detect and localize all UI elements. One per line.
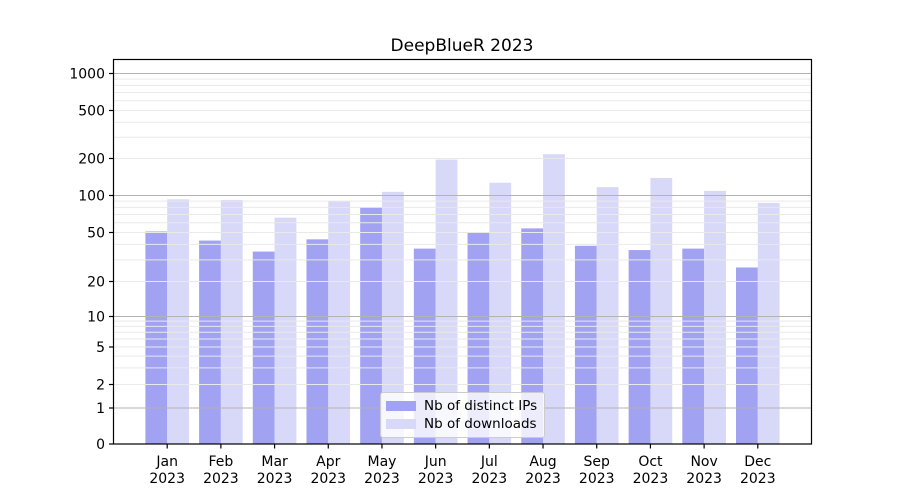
x-tick-label-month: Mar bbox=[261, 454, 288, 470]
x-tick-label-month: Dec bbox=[744, 454, 771, 470]
y-tick-label: 1 bbox=[96, 401, 105, 417]
bar-downloads-nov bbox=[704, 190, 726, 444]
plot-border bbox=[112, 58, 813, 445]
bar-downloads-mar bbox=[274, 217, 297, 444]
x-tick-label-month: Feb bbox=[208, 454, 233, 470]
bar-distinct-ips-nov bbox=[682, 248, 705, 444]
bar-downloads-sep bbox=[596, 187, 619, 444]
legend-swatch-distinct-ips bbox=[386, 401, 416, 411]
x-tick-label-year: 2023 bbox=[740, 471, 776, 487]
y-tick-label: 1000 bbox=[69, 67, 105, 83]
bar-downloads-jun bbox=[435, 159, 458, 444]
bar-downloads-dec bbox=[757, 202, 780, 444]
legend-item-distinct-ips: Nb of distinct IPs bbox=[386, 398, 539, 414]
legend-label-downloads: Nb of downloads bbox=[424, 416, 537, 432]
x-tick-label-year: 2023 bbox=[525, 471, 561, 487]
x-tick-label-month: Jul bbox=[480, 454, 498, 470]
chart-title: DeepBlueR 2023 bbox=[390, 36, 534, 56]
y-tick-label: 2 bbox=[96, 378, 105, 394]
x-tick-label-year: 2023 bbox=[149, 471, 185, 487]
bar-downloads-apr bbox=[328, 201, 351, 444]
x-tick-label-year: 2023 bbox=[203, 471, 239, 487]
bar-distinct-ips-aug bbox=[521, 228, 544, 444]
y-tick-label: 100 bbox=[78, 189, 105, 205]
y-tick-label: 50 bbox=[87, 226, 105, 242]
y-tick-label: 200 bbox=[78, 152, 105, 168]
x-tick-label-month: Aug bbox=[529, 454, 556, 470]
x-tick-label-month: May bbox=[367, 454, 396, 470]
legend-item-downloads: Nb of downloads bbox=[386, 416, 539, 432]
bar-distinct-ips-jan bbox=[145, 231, 168, 444]
bar-distinct-ips-may bbox=[360, 207, 382, 444]
y-tick-label: 20 bbox=[87, 275, 105, 291]
x-tick-label-year: 2023 bbox=[310, 471, 346, 487]
bar-distinct-ips-jul bbox=[467, 232, 490, 444]
x-tick-label-month: Jun bbox=[424, 454, 447, 470]
bar-downloads-jul bbox=[489, 182, 512, 445]
x-tick-label-month: Jan bbox=[155, 454, 178, 470]
bar-downloads-feb bbox=[220, 199, 243, 444]
x-tick-label-year: 2023 bbox=[686, 471, 722, 487]
x-tick-label-year: 2023 bbox=[633, 471, 669, 487]
x-tick-label-month: Apr bbox=[316, 454, 340, 470]
bar-distinct-ips-apr bbox=[306, 239, 329, 444]
bar-downloads-jan bbox=[167, 199, 189, 444]
y-tick-label: 10 bbox=[87, 310, 105, 326]
y-tick-label: 5 bbox=[96, 340, 105, 356]
bar-downloads-may bbox=[381, 191, 404, 444]
x-tick-label-year: 2023 bbox=[364, 471, 400, 487]
legend-swatch-downloads bbox=[386, 419, 416, 429]
bar-downloads-aug bbox=[543, 154, 565, 444]
bar-downloads-oct bbox=[650, 177, 673, 444]
y-tick-label: 0 bbox=[96, 437, 105, 453]
legend-label-distinct-ips: Nb of distinct IPs bbox=[424, 398, 538, 414]
x-tick-label-year: 2023 bbox=[418, 471, 454, 487]
x-tick-label-month: Sep bbox=[584, 454, 611, 470]
y-tick-label: 500 bbox=[78, 104, 105, 120]
x-tick-label-month: Nov bbox=[690, 454, 717, 470]
bar-distinct-ips-feb bbox=[199, 240, 221, 444]
x-tick-label-year: 2023 bbox=[472, 471, 508, 487]
x-tick-label-year: 2023 bbox=[579, 471, 615, 487]
bar-distinct-ips-sep bbox=[574, 245, 597, 444]
x-tick-label-year: 2023 bbox=[257, 471, 293, 487]
x-tick-label-month: Oct bbox=[638, 454, 663, 470]
bar-distinct-ips-mar bbox=[252, 251, 275, 444]
legend: Nb of distinct IPs Nb of downloads bbox=[380, 392, 545, 438]
